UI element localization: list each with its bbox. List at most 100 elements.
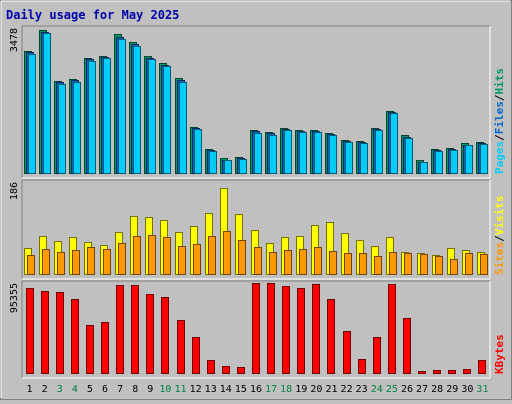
x-tick-day-31: 31 (476, 384, 488, 395)
legend-hits: Hits (493, 68, 506, 95)
series-legend: KBytes (493, 334, 506, 374)
bar-pages-day-28 (435, 151, 443, 174)
bar-kbytes-day-15 (237, 367, 245, 374)
bar-kbytes-day-25 (388, 284, 396, 374)
x-tick-day-7: 7 (117, 384, 123, 395)
bar-kbytes-day-20 (312, 284, 320, 374)
bar-pages-day-21 (329, 135, 337, 174)
x-tick-day-24: 24 (371, 384, 383, 395)
bar-kbytes-day-26 (403, 318, 411, 374)
bar-pages-day-5 (88, 61, 96, 174)
x-tick-day-30: 30 (461, 384, 473, 395)
x-axis-day-labels: 1 2 3 4 5 6 7 8 9 10 11 12 13 14 15 16 17 18 19 20 21 22 23 24 2… (27, 384, 489, 395)
bar-sites-day-30 (465, 253, 473, 275)
bar-kbytes-day-7 (116, 285, 124, 374)
panel-hits-files-pages: 3478 Pages/Files/Hits (9, 25, 506, 179)
bar-sites-day-16 (254, 247, 262, 275)
x-tick-day-14: 14 (220, 384, 232, 395)
bar-pages-day-16 (254, 133, 262, 174)
bar-kbytes-day-29 (448, 370, 456, 374)
bar-pages-day-8 (133, 46, 141, 174)
bar-sites-day-14 (223, 231, 231, 275)
legend-separator: / (493, 235, 506, 242)
x-tick-day-3: 3 (57, 384, 63, 395)
bar-pages-day-23 (360, 143, 368, 174)
bar-kbytes-day-9 (146, 294, 154, 374)
chart-title: Daily usage for May 2025 (6, 8, 179, 22)
bar-kbytes-day-4 (71, 299, 79, 374)
bar-kbytes-day-12 (192, 337, 200, 374)
bar-kbytes-day-21 (327, 299, 335, 374)
legend-separator: / (493, 94, 506, 101)
bar-kbytes-day-11 (177, 320, 185, 374)
bar-pages-day-25 (390, 113, 398, 174)
bar-sites-day-22 (344, 253, 352, 275)
bar-kbytes-day-19 (297, 288, 305, 374)
bar-pages-day-22 (345, 142, 353, 174)
chart-panels: 3478Pages/Files/Hits186Sites/Visits95355… (9, 25, 506, 379)
x-tick-day-6: 6 (102, 384, 108, 395)
bar-kbytes-day-28 (433, 370, 441, 374)
bar-sites-day-28 (435, 256, 443, 275)
bar-kbytes-day-1 (26, 288, 34, 374)
x-tick-day-20: 20 (310, 384, 322, 395)
bar-kbytes-day-24 (373, 337, 381, 374)
bar-kbytes-day-16 (252, 283, 260, 374)
bar-pages-day-17 (269, 135, 277, 174)
bar-sites-day-26 (404, 253, 412, 275)
bar-pages-day-26 (405, 138, 413, 174)
x-tick-day-10: 10 (159, 384, 171, 395)
bar-sites-day-6 (103, 249, 111, 275)
bar-sites-day-23 (359, 253, 367, 275)
x-tick-day-17: 17 (265, 384, 277, 395)
bar-sites-day-9 (148, 235, 156, 275)
series-legend: Pages/Files/Hits (493, 68, 506, 174)
x-tick-day-19: 19 (295, 384, 307, 395)
x-tick-day-4: 4 (72, 384, 78, 395)
bar-sites-day-10 (163, 237, 171, 275)
bar-sites-day-7 (118, 243, 126, 275)
bar-sites-day-19 (299, 249, 307, 275)
bar-pages-day-29 (450, 150, 458, 174)
bar-kbytes-day-27 (418, 371, 426, 374)
bar-sites-day-17 (269, 252, 277, 275)
bar-sites-day-21 (329, 251, 337, 275)
x-tick-day-26: 26 (401, 384, 413, 395)
legend-kbytes: KBytes (493, 334, 506, 374)
bar-kbytes-day-31 (478, 360, 486, 374)
bar-kbytes-day-30 (463, 369, 471, 374)
bar-pages-day-11 (179, 82, 187, 174)
x-tick-day-16: 16 (250, 384, 262, 395)
x-tick-day-5: 5 (87, 384, 93, 395)
bar-pages-day-4 (73, 82, 81, 174)
bar-sites-day-20 (314, 247, 322, 275)
bar-sites-day-3 (57, 252, 65, 275)
bar-pages-day-3 (58, 84, 66, 174)
panel-kbytes: 95355 KBytes (9, 280, 506, 379)
bar-pages-day-24 (375, 130, 383, 174)
x-tick-day-27: 27 (416, 384, 428, 395)
bar-kbytes-day-2 (41, 291, 49, 374)
bar-sites-day-31 (480, 254, 488, 275)
x-tick-day-15: 15 (235, 384, 247, 395)
bar-kbytes-day-3 (56, 292, 64, 374)
bar-kbytes-day-23 (358, 359, 366, 374)
x-tick-day-11: 11 (174, 384, 186, 395)
bar-pages-day-10 (163, 66, 171, 174)
bar-sites-day-2 (42, 249, 50, 275)
bar-sites-day-1 (27, 255, 35, 275)
x-tick-day-1: 1 (27, 384, 33, 395)
x-tick-day-28: 28 (431, 384, 443, 395)
x-tick-day-29: 29 (446, 384, 458, 395)
bar-sites-day-18 (284, 250, 292, 275)
bar-pages-day-7 (118, 39, 126, 174)
x-tick-day-18: 18 (280, 384, 292, 395)
bar-sites-day-13 (208, 236, 216, 275)
bar-kbytes-day-18 (282, 286, 290, 374)
bar-sites-day-15 (238, 240, 246, 275)
bar-sites-day-24 (374, 256, 382, 275)
y-max-label: 3478 (9, 28, 20, 52)
bar-pages-day-12 (194, 129, 202, 174)
x-tick-day-25: 25 (386, 384, 398, 395)
